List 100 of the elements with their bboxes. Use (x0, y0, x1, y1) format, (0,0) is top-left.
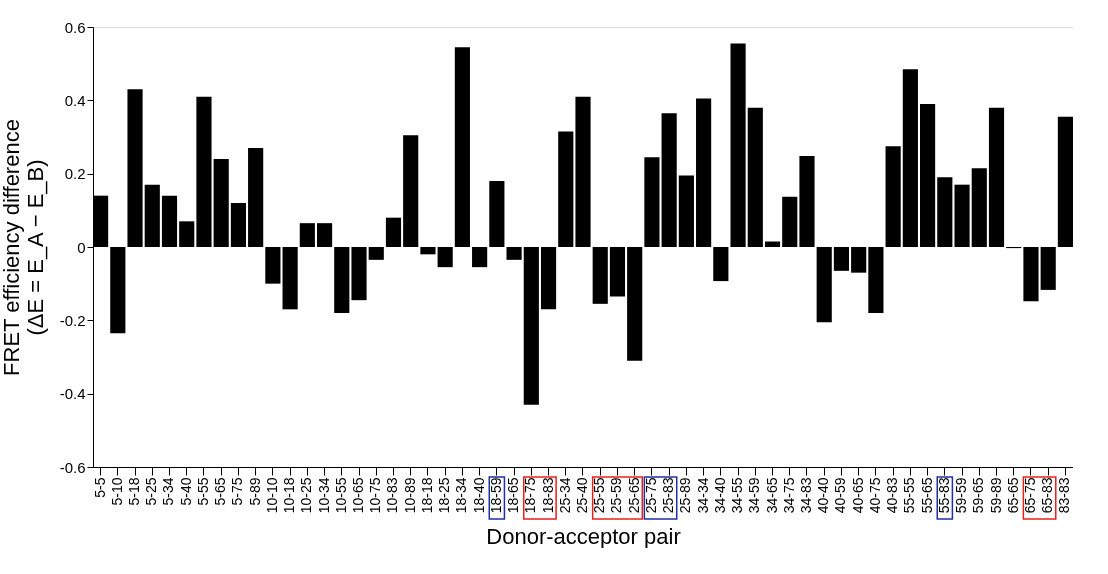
bar (592, 247, 608, 304)
x-tick-label: 5-25 (143, 477, 160, 506)
x-tick-label: 18-18 (418, 477, 435, 514)
x-tick-label: 40-83 (884, 477, 901, 514)
bar (248, 148, 264, 247)
x-tick-label: 18-83 (539, 477, 556, 514)
y-tick-label: -0.2 (59, 311, 86, 329)
x-tick-label: 34-59 (746, 477, 763, 514)
bar (472, 247, 488, 268)
x-tick-label: 10-89 (401, 477, 418, 514)
x-tick-label: 18-75 (522, 477, 539, 514)
bar (816, 247, 832, 323)
x-tick-label: 34-55 (729, 477, 746, 514)
x-tick-label: 5-10 (108, 477, 125, 506)
x-tick-label: 59-59 (953, 477, 970, 514)
bar (385, 217, 402, 247)
y-tick-label: 0.4 (64, 91, 86, 109)
bar (730, 43, 746, 247)
bar (661, 113, 677, 247)
bar (299, 223, 315, 247)
bar (282, 247, 298, 310)
x-tick-label: 34-34 (694, 477, 711, 514)
x-tick-label: 18-34 (453, 477, 470, 514)
x-tick-label: 5-65 (212, 477, 229, 506)
bar (368, 247, 384, 260)
x-tick-label: 65-75 (1021, 477, 1038, 514)
bar (316, 223, 333, 247)
bar (851, 247, 867, 273)
y-tick-label: 0 (77, 238, 86, 256)
x-tick-label: 18-65 (505, 477, 522, 514)
bar (885, 146, 901, 247)
x-tick-label: 18-25 (436, 477, 453, 514)
bar (902, 69, 918, 247)
x-tick-label: 10-10 (263, 477, 280, 514)
bar (868, 247, 884, 313)
bar (161, 195, 178, 247)
bar (403, 135, 419, 247)
bar (644, 157, 660, 247)
y-tick-label: 0.6 (64, 18, 86, 36)
x-tick-label: 55-65 (918, 477, 935, 514)
x-tick-label: 25-34 (556, 477, 573, 514)
x-tick-label: 10-55 (332, 477, 349, 514)
bar (213, 159, 229, 247)
x-tick-label: 5-5 (91, 477, 108, 498)
x-tick-label: 18-59 (487, 477, 504, 514)
x-tick-label: 65-83 (1039, 477, 1056, 514)
bar (937, 177, 953, 247)
bar (454, 47, 470, 247)
x-tick-label: 18-40 (470, 477, 487, 514)
x-tick-label: 25-59 (608, 477, 625, 514)
bar (230, 203, 246, 247)
bar (833, 247, 850, 271)
x-tick-label: 10-75 (367, 477, 384, 514)
bar (696, 98, 712, 247)
bar (334, 247, 350, 313)
bar (920, 104, 936, 247)
bar (489, 181, 505, 247)
bar (713, 247, 729, 282)
bar (110, 247, 126, 334)
x-tick-label: 25-55 (591, 477, 608, 514)
bar (127, 89, 143, 247)
bar (954, 184, 970, 247)
x-tick-label: 5-75 (229, 477, 246, 506)
x-tick-label: 5-55 (194, 477, 211, 506)
x-tick-label: 34-40 (711, 477, 728, 514)
y-tick-label: -0.4 (59, 385, 86, 403)
bar (575, 96, 591, 247)
bar (179, 221, 195, 247)
x-tick-label: 55-83 (935, 477, 952, 514)
x-tick-label: 55-55 (901, 477, 918, 514)
x-tick-label: 40-40 (815, 477, 832, 514)
x-tick-label: 25-83 (660, 477, 677, 514)
x-tick-label: 40-59 (832, 477, 849, 514)
x-tick-label: 34-75 (780, 477, 797, 514)
x-axis-title: Donor-acceptor pair (486, 524, 681, 550)
x-tick-label: 25-75 (642, 477, 659, 514)
x-tick-label: 25-65 (625, 477, 642, 514)
bar (437, 247, 453, 268)
bar (782, 196, 798, 247)
x-tick-label: 40-65 (849, 477, 866, 514)
y-tick-label: 0.2 (64, 165, 86, 183)
bar (1040, 247, 1056, 290)
bar (799, 156, 815, 247)
x-tick-label: 10-83 (384, 477, 401, 514)
bar (351, 247, 367, 301)
x-tick-label: 40-75 (866, 477, 883, 514)
bar (523, 247, 539, 405)
bar (747, 107, 763, 247)
x-tick-label: 34-65 (763, 477, 780, 514)
x-tick-label: 34-83 (797, 477, 814, 514)
bar (764, 241, 781, 247)
x-tick-label: 5-18 (126, 477, 143, 506)
x-tick-label: 5-34 (160, 477, 177, 506)
x-tick-label: 65-65 (1004, 477, 1021, 514)
bar (609, 247, 626, 297)
bar (627, 247, 643, 361)
bar (1023, 247, 1039, 302)
bar (558, 131, 574, 247)
bar (540, 247, 557, 310)
bar (988, 107, 1005, 247)
